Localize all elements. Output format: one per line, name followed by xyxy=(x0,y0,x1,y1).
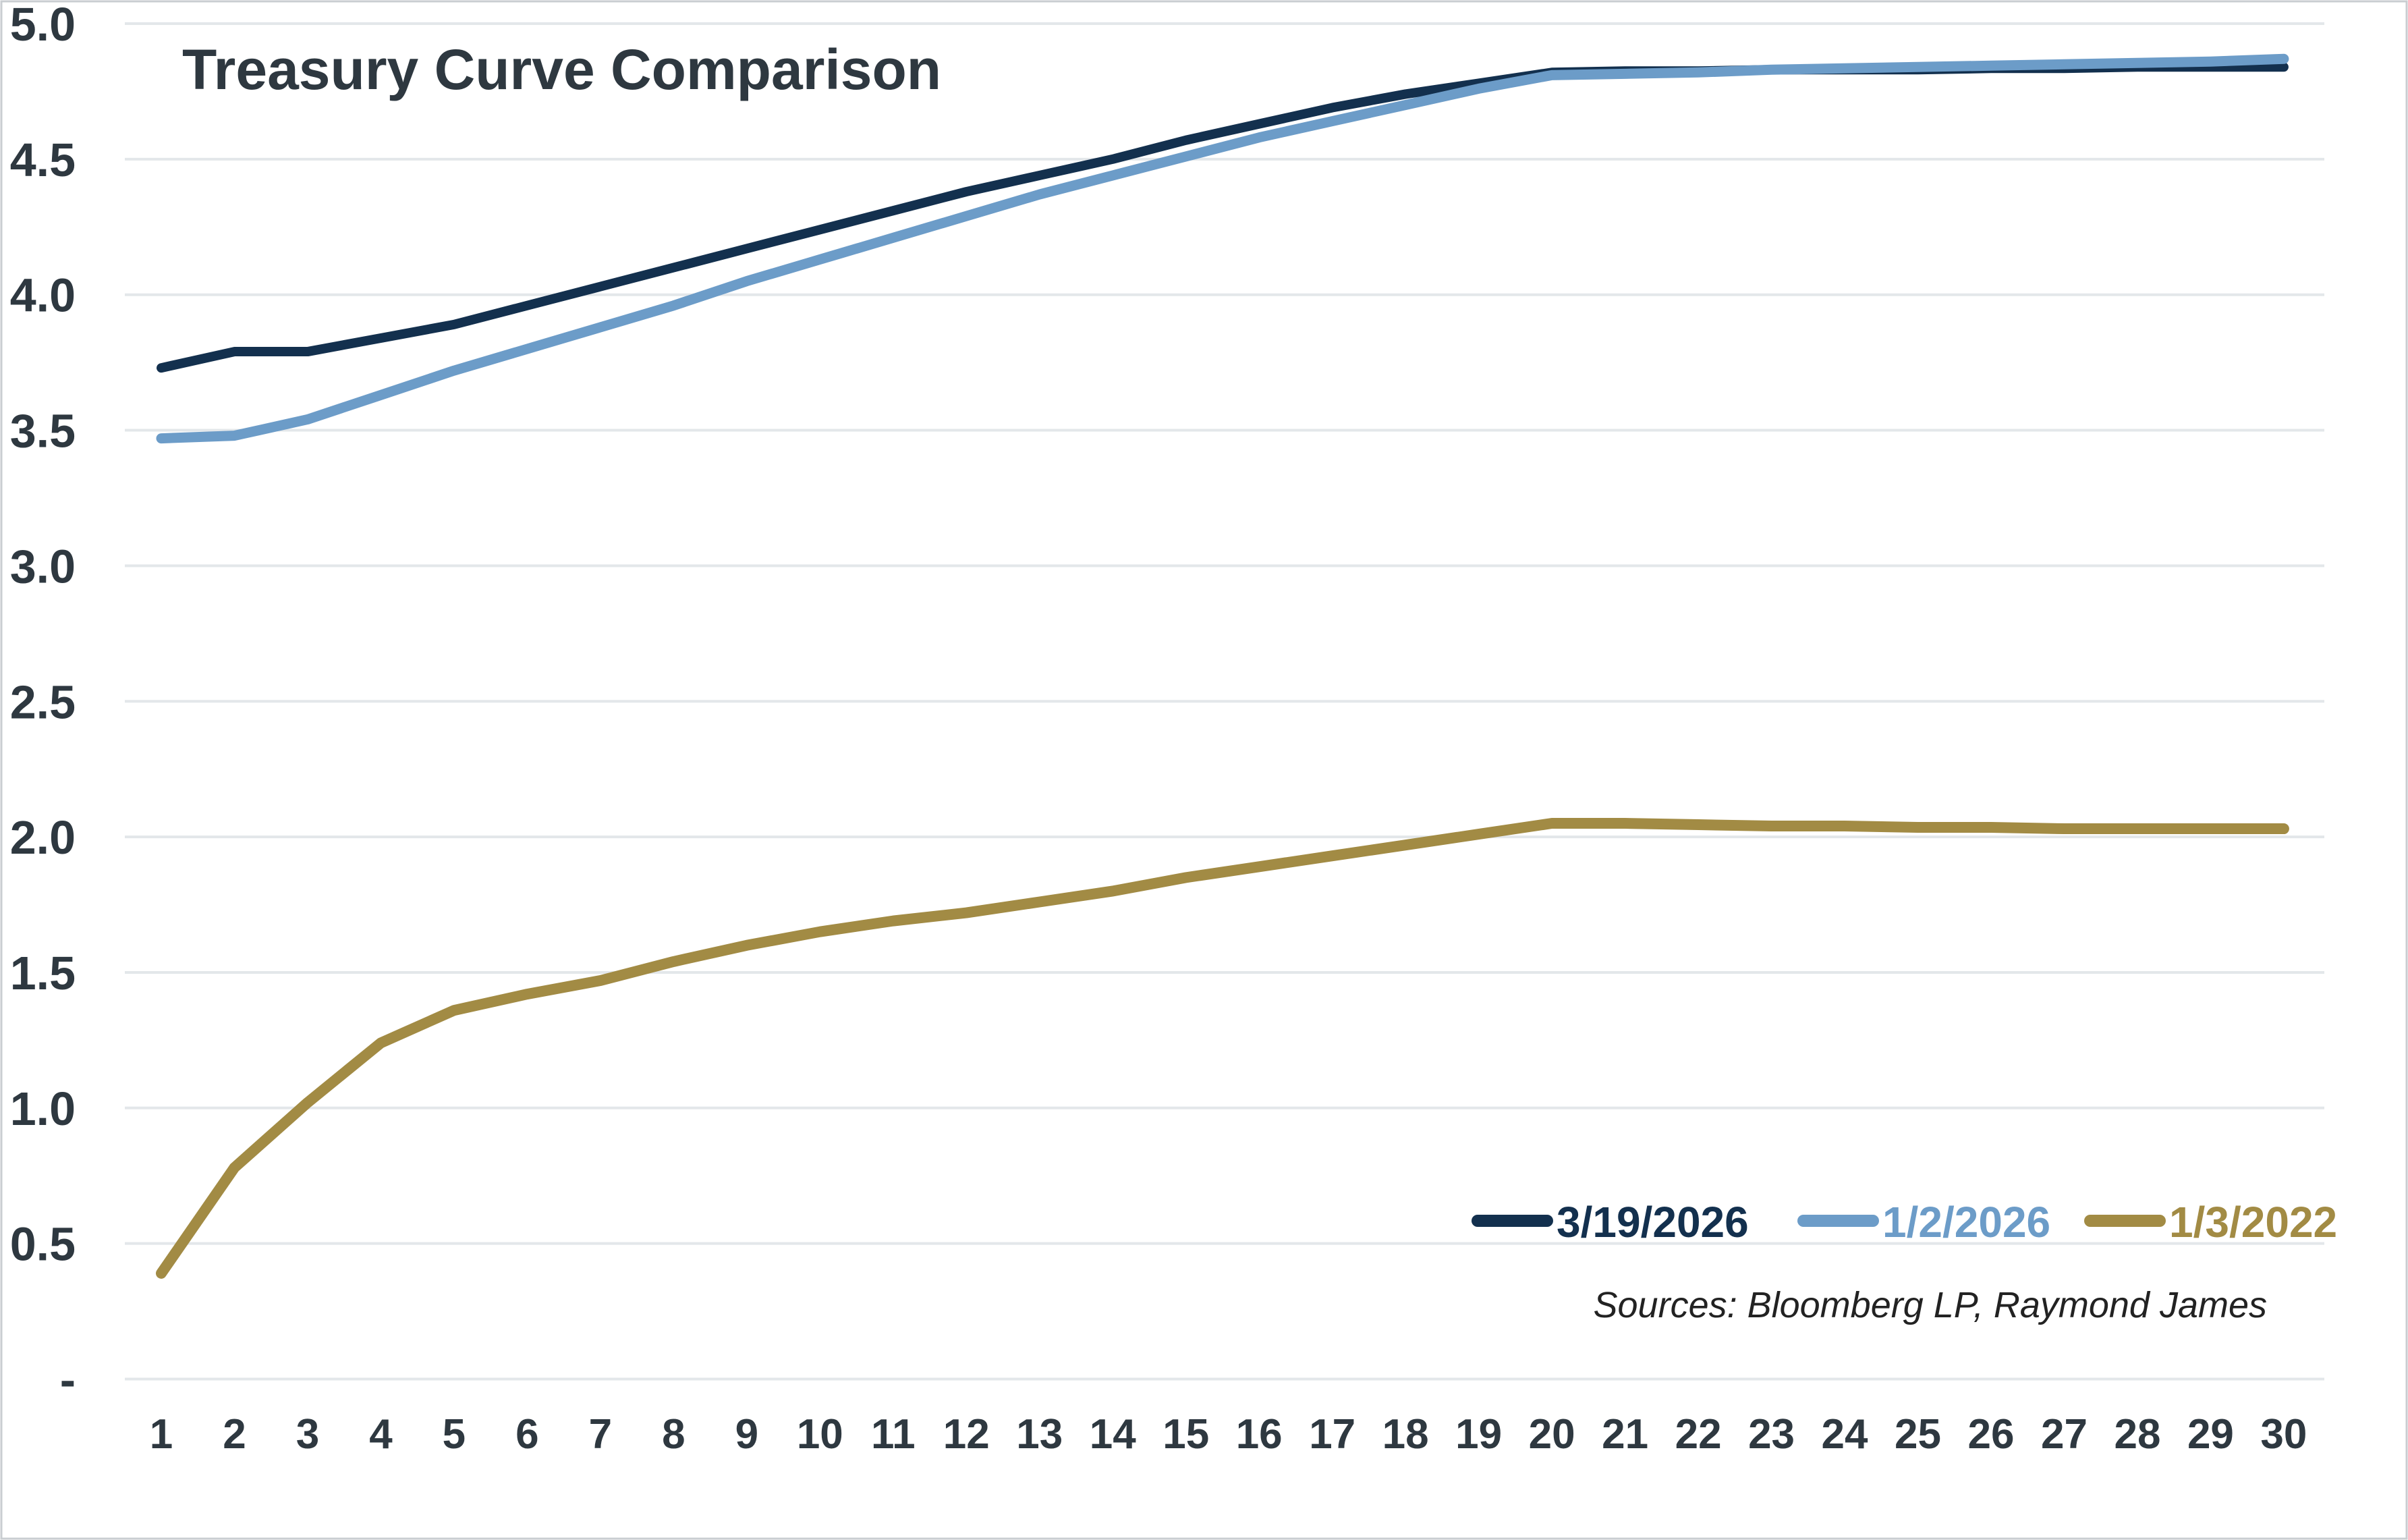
x-tick-label: 30 xyxy=(2260,1411,2307,1458)
x-tick-label: 29 xyxy=(2187,1411,2234,1458)
x-axis-tick-labels: 1 2 3 4 5 6 7 8 9 10 11 12 13 14 15 16 17 18 19 20 21 22 23 24 2… xyxy=(150,1411,2307,1458)
x-tick-label: 26 xyxy=(1968,1411,2015,1458)
x-tick-label: 15 xyxy=(1163,1411,1209,1458)
chart-title: Treasury Curve Comparison xyxy=(182,38,941,101)
x-tick-label: 23 xyxy=(1748,1411,1795,1458)
legend-label-1/3/2022: 1/3/2022 xyxy=(2169,1198,2337,1246)
x-tick-label: 8 xyxy=(662,1411,685,1458)
x-tick-label: 1 xyxy=(150,1411,173,1458)
y-tick-label: 2.5 xyxy=(10,676,76,728)
x-tick-label: 5 xyxy=(443,1411,466,1458)
x-tick-label: 27 xyxy=(2041,1411,2088,1458)
series-line-1/3/2022 xyxy=(156,818,2289,1279)
x-tick-label: 6 xyxy=(515,1411,538,1458)
x-tick-label: 12 xyxy=(943,1411,990,1458)
y-tick-label: 0.5 xyxy=(10,1218,76,1271)
x-tick-label: 17 xyxy=(1309,1411,1355,1458)
legend-label-3/19/2026: 3/19/2026 xyxy=(1557,1198,1749,1246)
x-tick-label: 10 xyxy=(797,1411,843,1458)
x-tick-label: 28 xyxy=(2114,1411,2160,1458)
y-tick-label: 1.0 xyxy=(10,1082,76,1135)
y-tick-label: - xyxy=(60,1354,76,1406)
y-tick-label: 1.5 xyxy=(10,947,76,999)
y-tick-label: 2.0 xyxy=(10,811,76,864)
y-tick-label: 3.5 xyxy=(10,405,76,458)
y-tick-label: 3.0 xyxy=(10,540,76,593)
x-tick-label: 20 xyxy=(1529,1411,1575,1458)
x-tick-label: 4 xyxy=(369,1411,393,1458)
y-axis-tick-labels: 5.0 4.5 4.0 3.5 3.0 2.5 2.0 1.5 1.0 0.5 - xyxy=(10,0,76,1406)
x-tick-label: 19 xyxy=(1455,1411,1502,1458)
x-tick-label: 2 xyxy=(223,1411,246,1458)
x-tick-label: 18 xyxy=(1382,1411,1429,1458)
x-tick-label: 16 xyxy=(1236,1411,1283,1458)
gridlines xyxy=(125,22,2324,1381)
x-tick-label: 11 xyxy=(871,1411,916,1458)
x-tick-label: 3 xyxy=(296,1411,319,1458)
series-line-1/2/2026 xyxy=(156,53,2289,444)
series-lines xyxy=(156,53,2289,1279)
x-tick-label: 9 xyxy=(735,1411,758,1458)
y-tick-label: 5.0 xyxy=(10,0,76,51)
x-tick-label: 13 xyxy=(1016,1411,1063,1458)
x-tick-label: 14 xyxy=(1090,1411,1136,1458)
source-note: Sources: Bloomberg LP, Raymond James xyxy=(1594,1285,2268,1325)
x-tick-label: 24 xyxy=(1822,1411,1868,1458)
legend: 3/19/2026 1/2/2026 1/3/2022 xyxy=(1472,1198,2337,1246)
series-line-3/19/2026 xyxy=(157,62,2289,373)
x-tick-label: 7 xyxy=(589,1411,612,1458)
x-tick-label: 21 xyxy=(1602,1411,1648,1458)
y-tick-label: 4.0 xyxy=(10,269,76,322)
x-tick-label: 22 xyxy=(1675,1411,1722,1458)
y-tick-label: 4.5 xyxy=(10,134,76,186)
legend-label-1/2/2026: 1/2/2026 xyxy=(1882,1198,2050,1246)
x-tick-label: 25 xyxy=(1895,1411,1941,1458)
